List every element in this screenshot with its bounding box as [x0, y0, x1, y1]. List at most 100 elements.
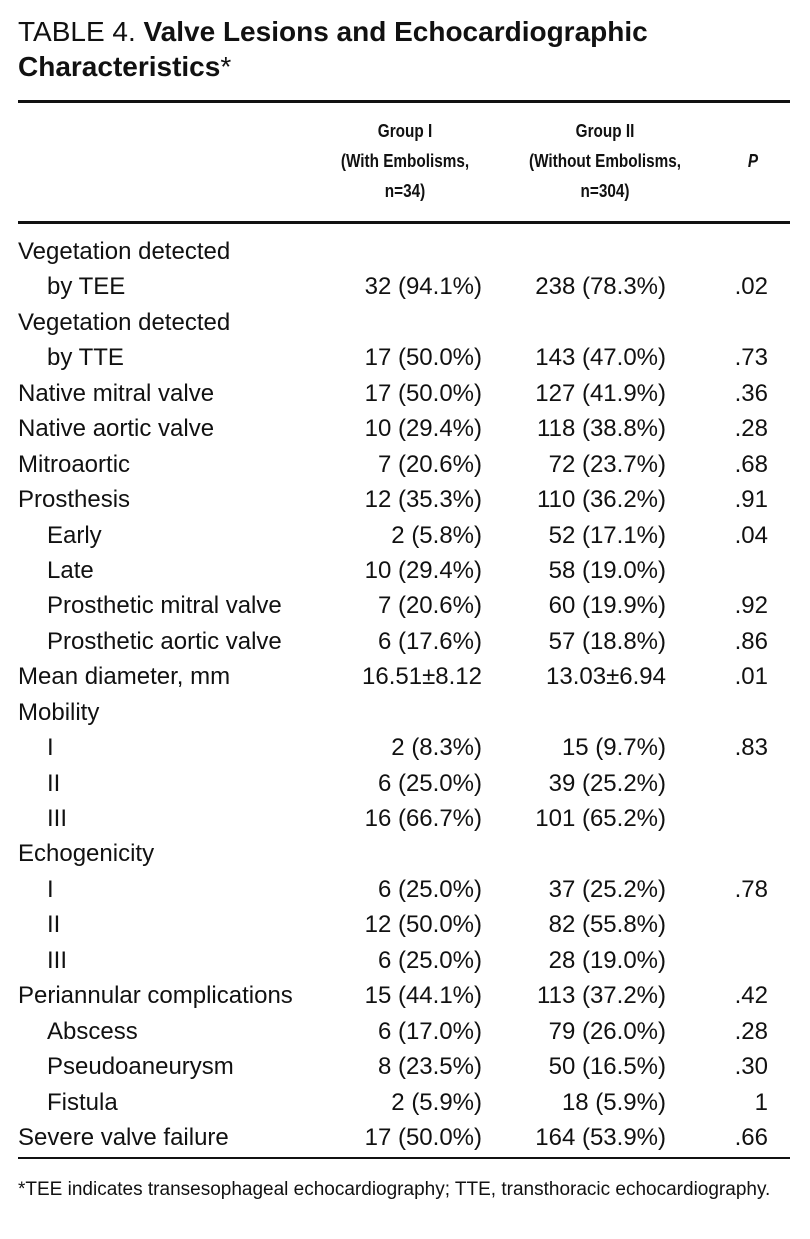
p-value: .04 — [734, 521, 768, 549]
table-number: TABLE 4. — [18, 16, 136, 47]
group-1-value: 7 (20.6%) — [377, 450, 482, 478]
group-1-value: 2 (5.8%) — [391, 521, 482, 549]
group-2-value: 72 (23.7%) — [548, 450, 666, 478]
header-line: n=34) — [384, 181, 426, 201]
footnote-marker: * — [220, 51, 232, 82]
p-value: .83 — [734, 734, 768, 762]
group-1-value: 15 (44.1%) — [364, 982, 482, 1010]
p-value: .73 — [734, 344, 768, 372]
row-label: Early — [47, 521, 102, 549]
row-label: Native mitral valve — [18, 379, 215, 407]
group-1-value: 6 (25.0%) — [377, 769, 482, 797]
group-1-value: 12 (50.0%) — [364, 911, 482, 939]
p-value: 1 — [754, 1088, 768, 1116]
group-2-value: 15 (9.7%) — [561, 734, 666, 762]
group-2-value: 143 (47.0%) — [535, 344, 666, 372]
p-value: .91 — [734, 486, 768, 514]
row-label: Periannular complications — [18, 982, 293, 1010]
row-label: Prosthesis — [18, 486, 131, 514]
group-2-value: 37 (25.2%) — [548, 875, 666, 903]
group-1-value: 8 (23.5%) — [377, 1053, 482, 1081]
header-line: (Without Embolisms, — [528, 151, 682, 171]
group-2-value: 39 (25.2%) — [548, 769, 666, 797]
p-value: .28 — [734, 415, 768, 443]
table-row: Vegetation detected — [0, 234, 810, 269]
row-label: Pseudoaneurysm — [47, 1053, 234, 1081]
group-2-value: 18 (5.9%) — [561, 1088, 666, 1116]
table-row: Early 2 (5.8%) 52 (17.1%) .04 — [0, 518, 810, 553]
group-1-value: 17 (50.0%) — [364, 379, 482, 407]
table-row: Prosthetic aortic valve 6 (17.6%) 57 (18.8… — [0, 624, 810, 659]
row-label: Mean diameter, mm — [18, 663, 231, 691]
p-value: .28 — [734, 1017, 768, 1045]
p-value: .36 — [734, 379, 768, 407]
table-row: Mobility — [0, 695, 810, 730]
group-2-value: 238 (78.3%) — [535, 273, 666, 301]
table-row: III 16 (66.7%) 101 (65.2%) — [0, 801, 810, 836]
bottom-rule — [18, 1157, 790, 1159]
header-group-1: Group I (With Embolisms, n=34) — [333, 116, 478, 206]
group-2-value: 52 (17.1%) — [548, 521, 666, 549]
row-label: II — [47, 911, 61, 939]
p-value: .42 — [734, 982, 768, 1010]
group-1-value: 16 (66.7%) — [364, 805, 482, 833]
table-row: Prosthetic mitral valve 7 (20.6%) 60 (19.9… — [0, 588, 810, 623]
table-row: III 6 (25.0%) 28 (19.0%) — [0, 943, 810, 978]
group-2-value: 50 (16.5%) — [548, 1053, 666, 1081]
p-value: .01 — [734, 663, 768, 691]
row-label: Mitroaortic — [18, 450, 131, 478]
row-label: III — [47, 946, 68, 974]
table-row: Late 10 (29.4%) 58 (19.0%) — [0, 553, 810, 588]
table-row: I 6 (25.0%) 37 (25.2%) .78 — [0, 872, 810, 907]
row-label: II — [47, 769, 61, 797]
p-value: .86 — [734, 627, 768, 655]
header-group-2: Group II (Without Embolisms, n=304) — [520, 116, 690, 206]
table-row: by TTE 17 (50.0%) 143 (47.0%) .73 — [0, 340, 810, 375]
group-1-value: 17 (50.0%) — [364, 344, 482, 372]
group-1-value: 6 (17.0%) — [377, 1017, 482, 1045]
group-1-value: 32 (94.1%) — [364, 273, 482, 301]
row-label: Prosthetic mitral valve — [47, 592, 282, 620]
group-2-value: 127 (41.9%) — [535, 379, 666, 407]
table-row: I 2 (8.3%) 15 (9.7%) .83 — [0, 730, 810, 765]
header-line: n=304) — [580, 181, 630, 201]
row-label: I — [47, 875, 54, 903]
table-row: Abscess 6 (17.0%) 79 (26.0%) .28 — [0, 1014, 810, 1049]
header-line: Group II — [575, 121, 635, 141]
group-2-value: 57 (18.8%) — [548, 627, 666, 655]
table-row: Native aortic valve 10 (29.4%) 118 (38.8%)… — [0, 411, 810, 446]
p-value: .30 — [734, 1053, 768, 1081]
group-1-value: 10 (29.4%) — [364, 556, 482, 584]
group-1-value: 7 (20.6%) — [377, 592, 482, 620]
table-caption: Valve Lesions and Echocardiographic Char… — [18, 16, 648, 82]
row-label: Echogenicity — [18, 840, 155, 868]
table-row: by TEE 32 (94.1%) 238 (78.3%) .02 — [0, 269, 810, 304]
group-2-value: 60 (19.9%) — [548, 592, 666, 620]
row-label: Abscess — [47, 1017, 138, 1045]
p-value: .92 — [734, 592, 768, 620]
row-label: by TTE — [47, 344, 124, 372]
group-2-value: 113 (37.2%) — [537, 982, 666, 1010]
row-label: by TEE — [47, 273, 126, 301]
table-row: Mean diameter, mm 16.51±8.12 13.03±6.94 .01 — [0, 659, 810, 694]
top-rule — [18, 100, 790, 103]
row-label: Vegetation detected — [18, 238, 231, 265]
row-label: Late — [47, 556, 94, 584]
row-label: I — [47, 734, 54, 762]
header-line: (With Embolisms, — [340, 151, 470, 171]
row-label: Fistula — [47, 1088, 118, 1116]
group-2-value: 110 (36.2%) — [537, 486, 666, 514]
table-row: Mitroaortic 7 (20.6%) 72 (23.7%) .68 — [0, 447, 810, 482]
table-row: Severe valve failure 17 (50.0%) 164 (53.9%… — [0, 1120, 810, 1155]
table-row: II 12 (50.0%) 82 (55.8%) — [0, 907, 810, 942]
table-title: TABLE 4. Valve Lesions and Echocardiogra… — [18, 14, 798, 84]
group-1-value: 2 (5.9%) — [391, 1088, 482, 1116]
row-label: Prosthetic aortic valve — [47, 627, 282, 655]
group-1-value: 12 (35.3%) — [364, 486, 482, 514]
footnote: *TEE indicates transesophageal echocardi… — [18, 1179, 771, 1200]
row-label: Mobility — [18, 698, 100, 726]
row-label: Severe valve failure — [18, 1124, 229, 1151]
group-2-value: 118 (38.8%) — [537, 415, 666, 443]
group-1-value: 17 (50.0%) — [364, 1124, 482, 1151]
